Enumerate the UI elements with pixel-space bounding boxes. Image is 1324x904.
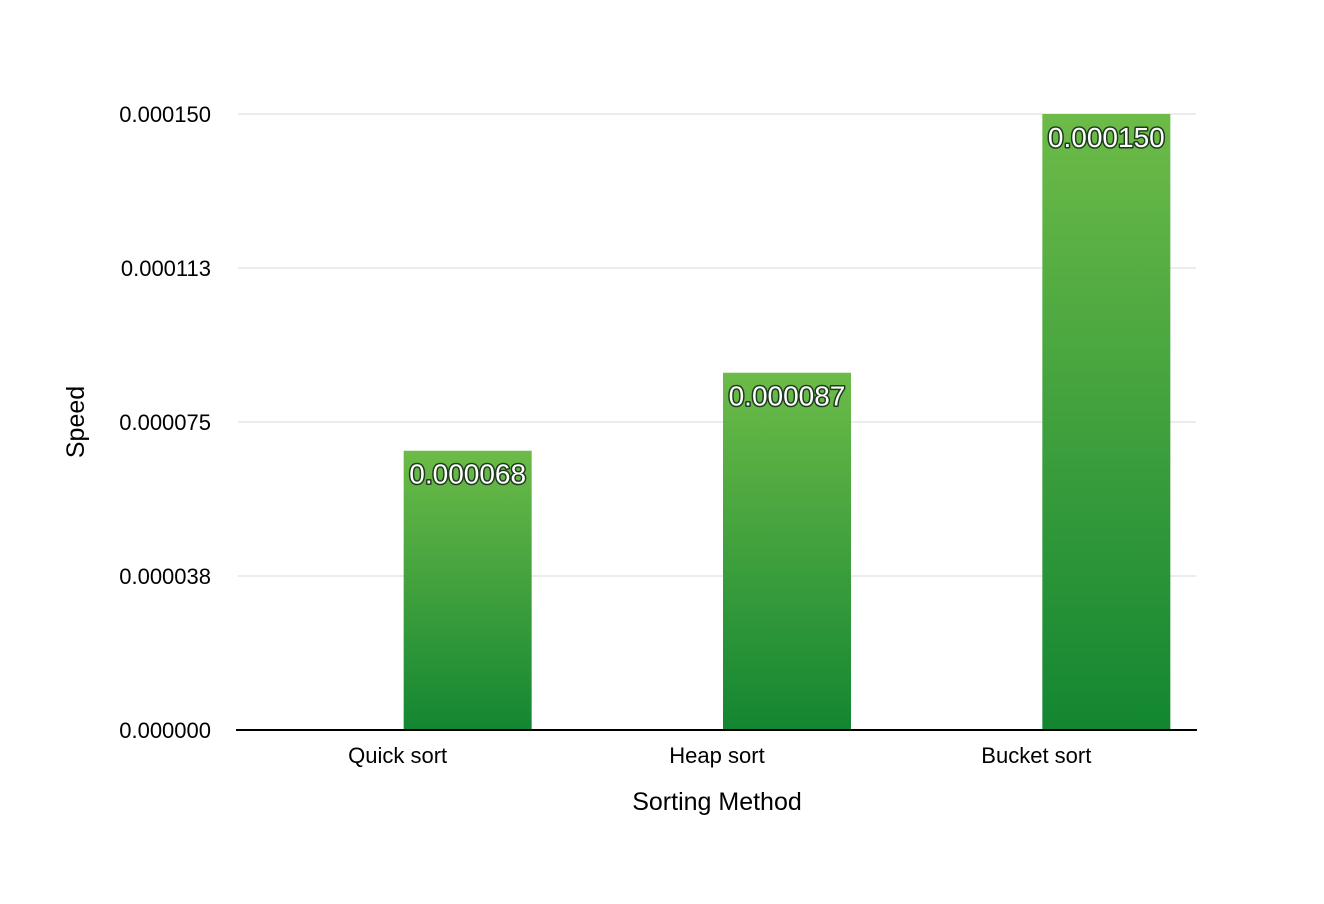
bar-data-label: 0.000068: [409, 459, 526, 490]
x-tick-label: Quick sort: [348, 743, 447, 768]
bar-data-label: 0.000150: [1048, 122, 1165, 153]
x-tick-label: Bucket sort: [981, 743, 1091, 768]
y-axis-ticks: 0.000000 0.000038 0.000075 0.000113 0.000150: [119, 102, 211, 743]
x-axis-title: Sorting Method: [632, 788, 802, 816]
x-tick-label: Heap sort: [669, 743, 764, 768]
y-tick-label: 0.000038: [119, 564, 211, 589]
x-axis-ticks: Quick sort Heap sort Bucket sort: [348, 743, 1091, 768]
y-tick-label: 0.000000: [119, 718, 211, 743]
y-tick-label: 0.000113: [121, 256, 211, 281]
bars: 0.000068 0.000087 0.000150: [403, 114, 1171, 730]
y-tick-label: 0.000075: [119, 410, 211, 435]
y-tick-label: 0.000150: [119, 102, 211, 127]
bar-data-label: 0.000087: [729, 381, 846, 412]
bar: [723, 372, 851, 730]
bar: [1042, 114, 1171, 730]
bar: [403, 450, 532, 730]
gridlines: [238, 113, 1196, 577]
y-axis-title: Speed: [62, 386, 90, 458]
